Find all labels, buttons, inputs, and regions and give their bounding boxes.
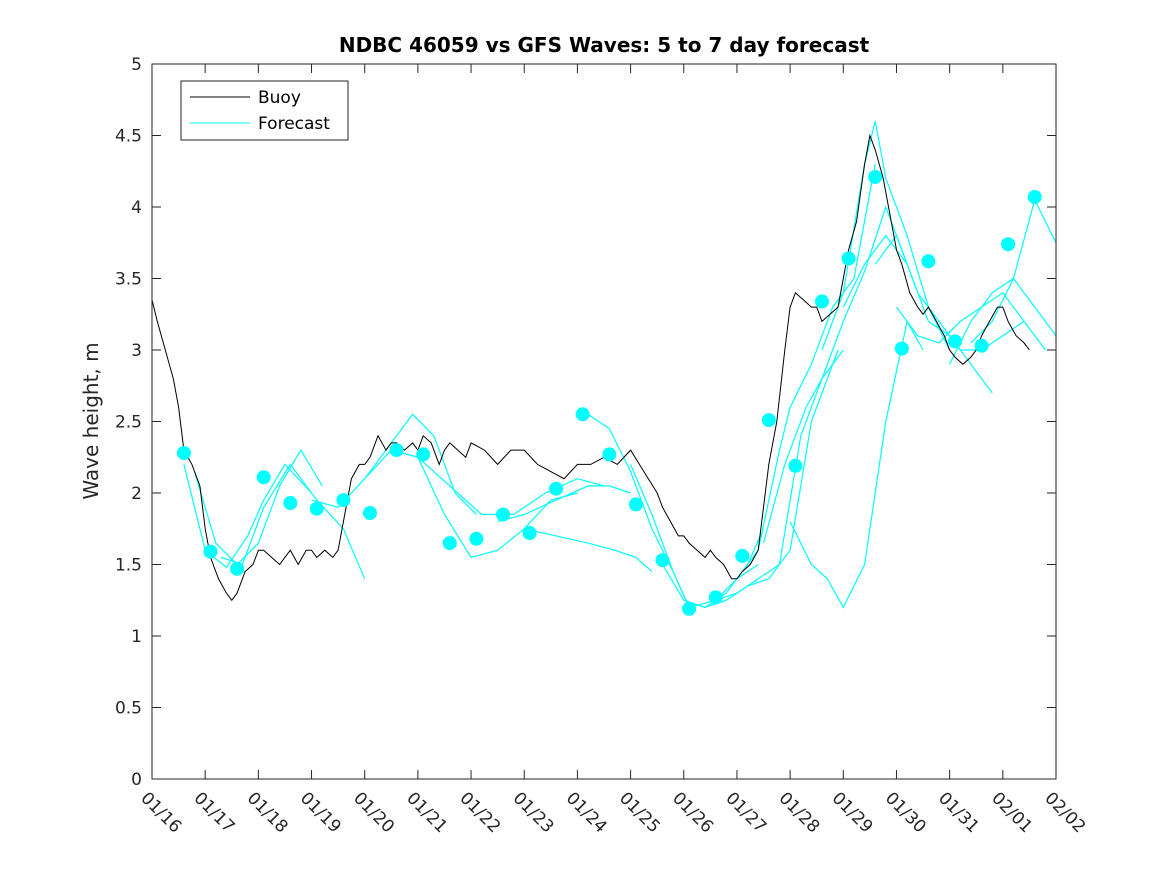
forecast-marker-0	[176, 446, 191, 460]
forecast-line-19	[896, 291, 1046, 351]
forecast-marker-23	[788, 458, 803, 473]
series-layer	[151, 121, 1057, 616]
forecast-marker-13	[522, 526, 537, 540]
y-tick-label-7: 3.5	[115, 270, 142, 290]
plot-area	[152, 64, 1056, 779]
y-tick-label-3: 1.5	[115, 556, 142, 576]
forecast-line-20	[949, 277, 1057, 365]
forecast-marker-19	[682, 601, 697, 616]
y-axis-title: Wave height, m	[79, 342, 103, 499]
legend-box	[180, 80, 349, 141]
forecast-marker-3	[256, 470, 271, 485]
forecast-marker-4	[283, 496, 298, 510]
forecast-marker-25	[841, 251, 856, 266]
forecast-line-16	[821, 121, 951, 351]
forecast-marker-31	[1001, 237, 1016, 252]
forecast-marker-5	[309, 501, 324, 516]
forecast-line-11	[683, 349, 839, 609]
forecast-marker-22	[761, 413, 776, 428]
forecast-line-13	[736, 163, 876, 580]
forecast-line-18	[874, 234, 1025, 351]
forecast-marker-2	[230, 561, 245, 576]
y-tick-label-6: 3	[131, 341, 142, 361]
forecast-marker-1	[203, 544, 218, 559]
forecast-marker-18	[655, 553, 670, 568]
y-tick-label-1: 0.5	[115, 699, 142, 719]
forecast-marker-8	[389, 443, 404, 458]
forecast-marker-16	[602, 447, 617, 462]
forecast-marker-32	[1027, 190, 1042, 204]
legend: Buoy Forecast	[180, 80, 349, 141]
forecast-marker-11	[469, 531, 484, 546]
forecast-marker-9	[416, 447, 431, 462]
forecast-marker-20	[708, 590, 723, 605]
buoy-line	[151, 133, 1030, 602]
forecast-marker-14	[549, 481, 564, 496]
forecast-line-14	[762, 205, 908, 544]
forecast-marker-28	[921, 254, 936, 269]
forecast-marker-30	[974, 338, 989, 353]
forecast-marker-27	[894, 341, 909, 356]
forecast-marker-7	[363, 506, 377, 520]
forecast-marker-26	[868, 170, 883, 184]
y-tick-label-10: 5	[131, 55, 142, 75]
forecast-marker-17	[628, 497, 643, 512]
forecast-marker-29	[948, 334, 962, 349]
chart-title: NDBC 46059 vs GFS Waves: 5 to 7 day fore…	[339, 33, 870, 57]
y-tick-label-8: 4	[131, 198, 142, 218]
y-tick-label-4: 2	[131, 484, 142, 504]
forecast-marker-24	[815, 294, 829, 309]
forecast-line-7	[524, 528, 653, 573]
forecast-marker-15	[575, 407, 590, 422]
legend-buoy-label: Buoy	[258, 88, 301, 108]
y-tick-label-9: 4.5	[115, 127, 142, 147]
forecast-marker-21	[735, 548, 750, 563]
y-tick-label-2: 1	[131, 627, 142, 647]
forecast-line-6	[497, 485, 631, 523]
forecast-marker-12	[496, 507, 510, 522]
forecast-marker-6	[336, 493, 351, 508]
forecast-marker-10	[442, 536, 457, 551]
forecast-line-15	[789, 319, 924, 609]
forecast-line-1	[193, 448, 323, 566]
y-tick-label-5: 2.5	[115, 413, 142, 433]
y-tick-label-0: 0	[131, 770, 142, 790]
legend-forecast-label: Forecast	[258, 114, 330, 134]
